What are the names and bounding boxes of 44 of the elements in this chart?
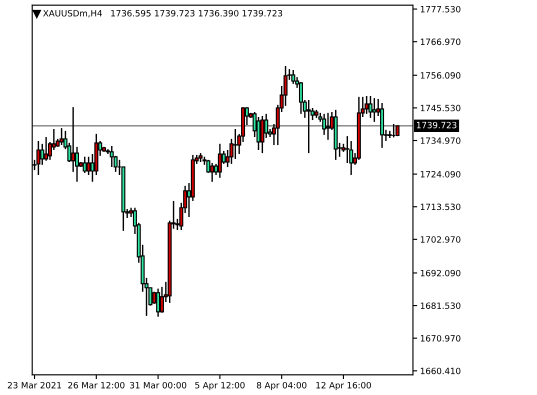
candlestick (264, 113, 268, 139)
chart-title: XAUUSDm,H4 (43, 10, 102, 18)
candlestick (71, 106, 76, 173)
candlestick (218, 143, 222, 178)
x-tick-label: 8 Apr 04:00 (256, 382, 306, 390)
candlestick (160, 286, 164, 314)
x-tick-label: 26 Mar 12:00 (68, 382, 124, 388)
y-tick-label: 1777.530 (420, 6, 460, 12)
y-tick-label: 1702.970 (420, 236, 460, 243)
candlestick (82, 156, 87, 174)
y-tick-label: 1724.090 (420, 171, 460, 178)
candlestick (44, 136, 48, 162)
x-tick-label: 23 Mar 2021 (8, 382, 62, 388)
candlestick (326, 112, 330, 140)
y-tick-label: 1681.530 (420, 302, 460, 309)
y-tick-label: 1766.970 (420, 38, 460, 46)
candlestick (36, 140, 40, 176)
candlestick (291, 69, 296, 85)
candlestick (306, 99, 311, 154)
y-tick-label: 1756.090 (420, 72, 460, 79)
candlestick (298, 81, 303, 115)
x-tick-label: 5 Apr 12:00 (195, 382, 245, 390)
ref-line-label: 1739.723 (416, 122, 456, 128)
candlestick (364, 95, 369, 115)
x-tick-label: 31 Mar 00:00 (130, 382, 186, 388)
y-tick-label: 1713.530 (420, 204, 460, 210)
y-tick-label: 1670.970 (420, 335, 460, 342)
candlestick (349, 140, 354, 176)
candlestick (233, 128, 238, 160)
candlestick (210, 162, 214, 183)
x-tick-label: 12 Apr 16:00 (316, 382, 371, 390)
y-tick-label: 1734.970 (420, 137, 460, 144)
candlestick (110, 145, 114, 168)
candlestick (368, 95, 372, 119)
candlestick (86, 156, 91, 176)
candlestick (256, 116, 260, 151)
y-tick-label: 1692.090 (420, 270, 460, 276)
annotation: 1736.595 1739.723 1736.390 1739.723 (111, 10, 282, 17)
y-tick-label: 1745.530 (420, 104, 460, 112)
candlestick (322, 113, 326, 136)
candlestick (156, 288, 160, 318)
candlestick (60, 127, 64, 146)
y-tick-label: 1660.410 (420, 368, 460, 374)
candlestick (260, 115, 264, 154)
